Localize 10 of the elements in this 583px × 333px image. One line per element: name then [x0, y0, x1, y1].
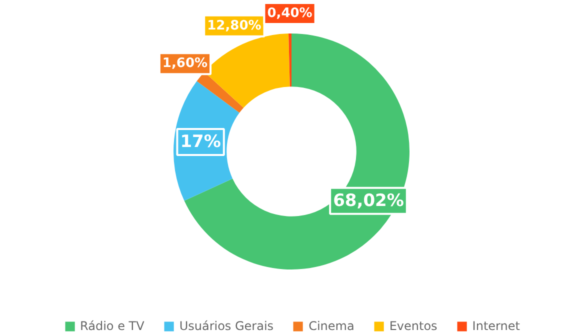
legend-label: Internet — [472, 319, 520, 333]
data-label: 1,60% — [162, 56, 208, 72]
legend-label: Eventos — [389, 319, 438, 333]
data-label: 0,40% — [267, 6, 312, 21]
legend-label: Usuários Gerais — [179, 319, 274, 333]
data-label: 68,02% — [333, 190, 404, 211]
data-label: 17% — [180, 132, 221, 152]
legend-label: Cinema — [308, 319, 354, 333]
legend-label: Rádio e TV — [80, 319, 144, 333]
data-label: 12,80% — [207, 18, 262, 34]
